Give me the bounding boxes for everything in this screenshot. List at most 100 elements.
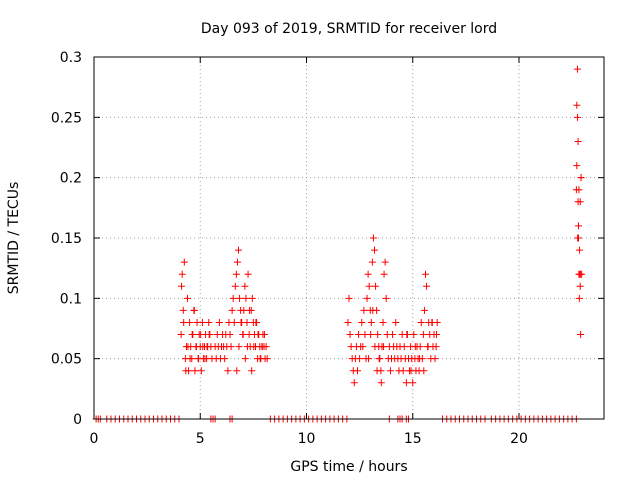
data-point [359, 343, 367, 351]
data-point [235, 343, 243, 351]
data-point [184, 343, 192, 351]
data-point [263, 355, 271, 363]
data-point [573, 113, 581, 121]
data-point [576, 246, 584, 254]
data-point [243, 318, 251, 326]
data-point [381, 258, 389, 266]
data-point [205, 318, 213, 326]
data-point [400, 343, 408, 351]
data-point [372, 282, 380, 290]
data-point [244, 270, 252, 278]
data-point [432, 343, 440, 351]
x-tick-label: 15 [404, 431, 422, 447]
data-point [574, 137, 582, 145]
data-point [188, 331, 196, 339]
data-point [191, 367, 199, 375]
data-point [402, 379, 410, 387]
data-point [344, 318, 352, 326]
data-point [389, 331, 397, 339]
data-point [256, 355, 264, 363]
x-axis-label: GPS time / hours [290, 459, 407, 475]
data-point [358, 318, 366, 326]
data-point [369, 306, 377, 314]
grid-lines [94, 57, 604, 419]
data-point [380, 270, 388, 278]
data-point [190, 306, 198, 314]
data-point [241, 282, 249, 290]
x-tick-label: 0 [90, 431, 99, 447]
axis-ticks: 0 0.05 0.1 0.15 0.2 0.25 0.3 0 5 10 15 20 [51, 50, 604, 447]
data-point [248, 294, 256, 302]
data-point [236, 294, 244, 302]
data-point [411, 343, 419, 351]
data-point [575, 222, 582, 230]
y-tick-label: 0.2 [60, 171, 82, 187]
data-point [242, 294, 250, 302]
data-point [233, 367, 241, 375]
data-point [409, 379, 417, 387]
data-point [373, 367, 381, 375]
data-point [186, 355, 194, 363]
data-point [382, 294, 390, 302]
x-tick-label: 20 [510, 431, 528, 447]
data-point [192, 343, 200, 351]
plot-frame [93, 56, 605, 420]
data-point [410, 331, 418, 339]
data-point [363, 294, 371, 302]
y-axis-label: SRMTID / TECUs [6, 182, 22, 295]
data-point [182, 367, 190, 375]
data-point [417, 318, 425, 326]
data-point [573, 65, 581, 73]
data-point [424, 343, 432, 351]
data-point [346, 331, 354, 339]
x-tick-label: 10 [298, 431, 316, 447]
data-point [178, 270, 186, 278]
y-tick-label: 0.15 [51, 231, 82, 247]
y-tick-label: 0.3 [60, 50, 82, 66]
data-point [420, 367, 428, 375]
data-point [573, 162, 581, 170]
data-point [221, 355, 229, 363]
data-point [356, 355, 364, 363]
data-point [369, 234, 377, 242]
data-point [260, 331, 268, 339]
x-tick-label: 5 [196, 431, 205, 447]
data-points [92, 65, 586, 423]
data-point [232, 270, 240, 278]
data-point [243, 343, 251, 351]
data-point [371, 343, 379, 351]
y-tick-label: 0 [73, 412, 82, 428]
data-point [367, 318, 375, 326]
data-point [422, 270, 429, 278]
data-point [433, 331, 441, 339]
data-point [205, 331, 213, 339]
data-point [246, 306, 254, 314]
data-point [197, 367, 205, 375]
data-point [386, 367, 394, 375]
data-point [198, 318, 206, 326]
data-point [228, 306, 236, 314]
data-point [575, 186, 583, 194]
data-point [197, 331, 205, 339]
y-tick-label: 0.25 [51, 110, 82, 126]
data-point [575, 294, 583, 302]
data-point [576, 198, 584, 206]
data-point [375, 355, 383, 363]
data-point [231, 282, 239, 290]
data-point [403, 331, 411, 339]
data-point [354, 367, 361, 375]
y-tick-label: 0.05 [51, 352, 82, 368]
data-point [201, 355, 209, 363]
data-point [180, 258, 188, 266]
data-point [577, 174, 585, 182]
data-point [360, 306, 368, 314]
data-point [573, 101, 581, 109]
data-point [227, 343, 235, 351]
data-point [379, 318, 387, 326]
data-point [233, 258, 241, 266]
data-point [365, 355, 373, 363]
data-point [235, 246, 242, 254]
data-point [177, 331, 185, 339]
data-point [180, 318, 188, 326]
data-point [577, 331, 585, 339]
